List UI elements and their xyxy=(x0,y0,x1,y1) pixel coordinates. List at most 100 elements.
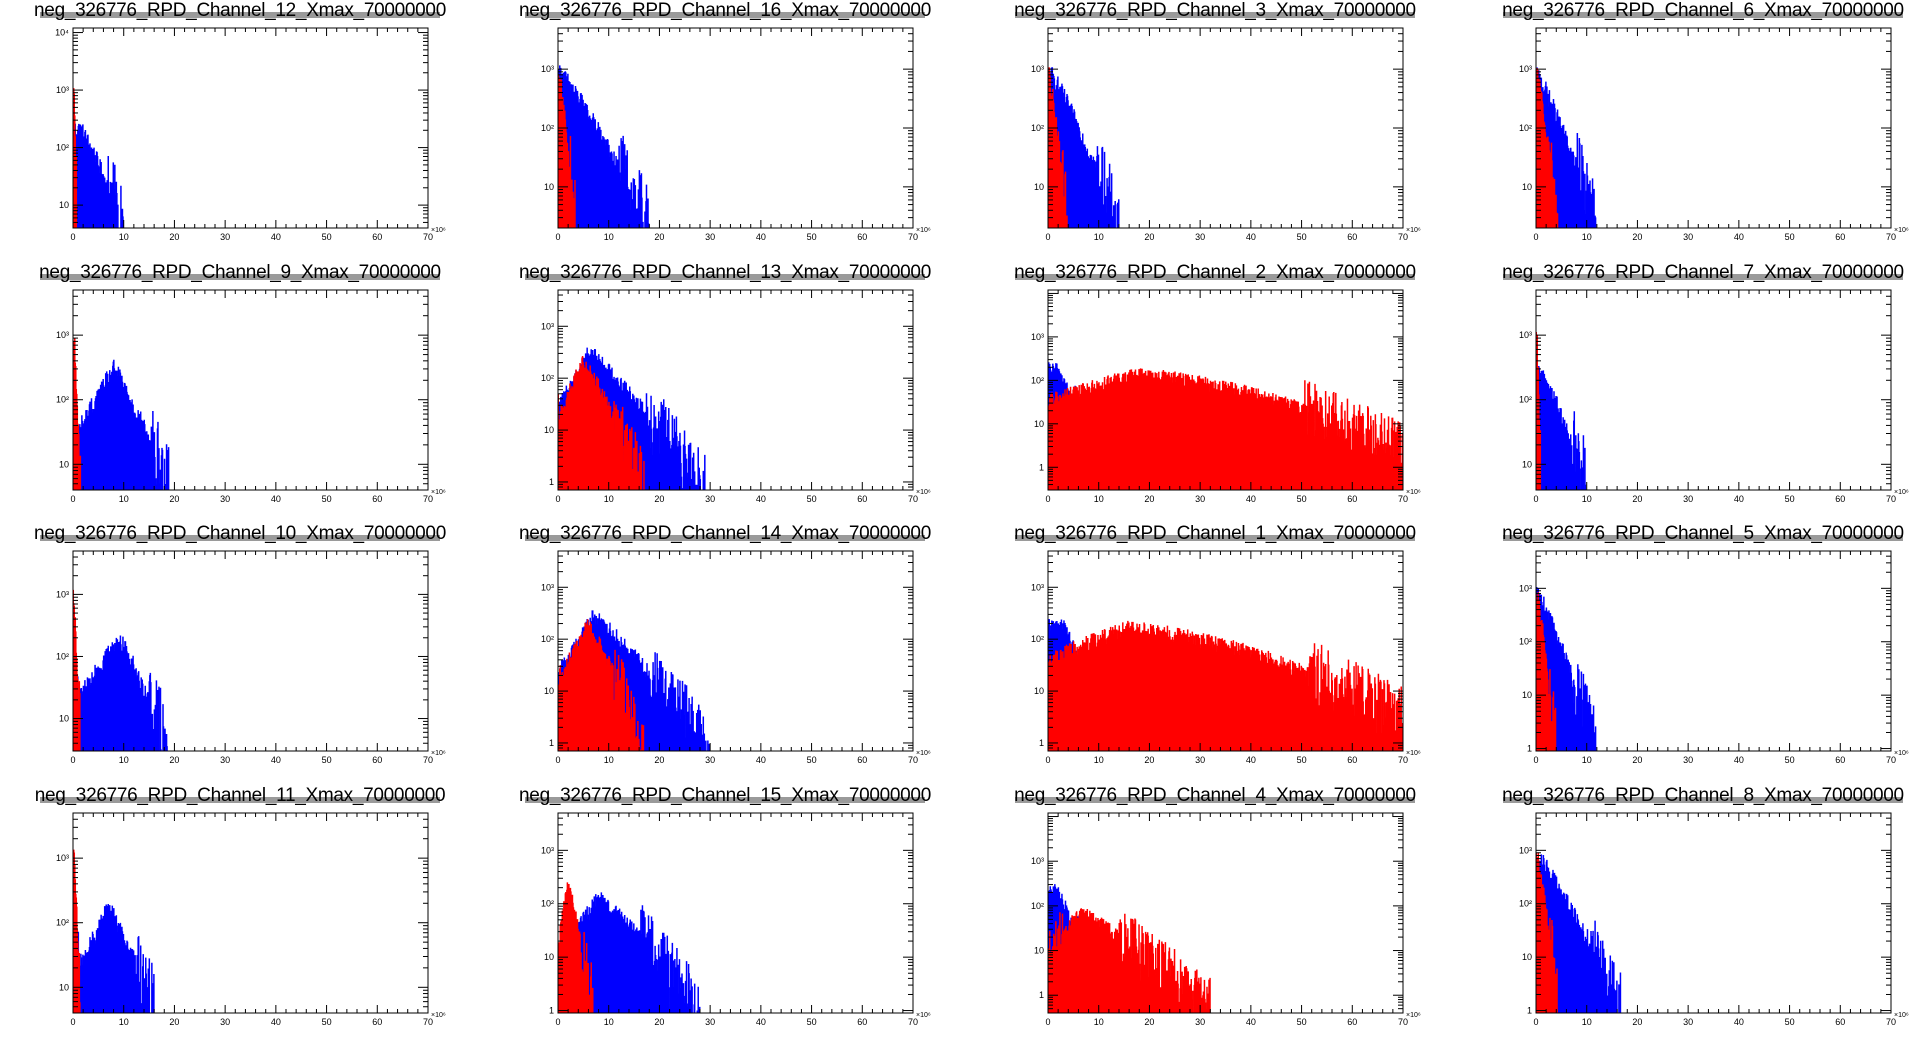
x-tick-label: 20 xyxy=(1632,494,1642,504)
x-tick-label: 20 xyxy=(654,494,664,504)
histogram-series-blue xyxy=(557,65,650,229)
histogram-panel: neg_326776_RPD_Channel_16_Xmax_70000000 0… xyxy=(485,0,965,258)
x-tick-label: 10 xyxy=(119,494,129,504)
histogram-panel: neg_326776_RPD_Channel_9_Xmax_70000000 0 1… xyxy=(0,262,480,520)
x-tick-label: 30 xyxy=(1683,755,1693,765)
x-tick-label: 70 xyxy=(908,1017,918,1027)
title-shadow xyxy=(40,12,440,18)
y-tick-label: 10 xyxy=(59,714,69,724)
title-shadow xyxy=(40,535,440,541)
y-tick-label: 10³ xyxy=(1519,330,1532,340)
x-tick-label: 0 xyxy=(1533,232,1538,242)
histogram-panel: neg_326776_RPD_Channel_8_Xmax_70000000 0 1… xyxy=(1463,785,1922,1043)
x-tick-label: 60 xyxy=(372,494,382,504)
title-shadow xyxy=(1015,12,1415,18)
x-tick-label: 50 xyxy=(322,1017,332,1027)
chart-title: neg_326776_RPD_Channel_15_Xmax_70000000 xyxy=(519,785,931,806)
x-tick-label: 50 xyxy=(1785,232,1795,242)
x-tick-label: 60 xyxy=(1835,755,1845,765)
x-tick-label: 70 xyxy=(423,494,433,504)
x-tick-label: 0 xyxy=(1533,755,1538,765)
x-tick-label: 60 xyxy=(1347,232,1357,242)
histogram-panel: neg_326776_RPD_Channel_10_Xmax_70000000 0… xyxy=(0,523,480,781)
x-tick-label: 30 xyxy=(220,755,230,765)
x-axis-multiplier: ×10⁶ xyxy=(431,227,446,234)
x-tick-label: 60 xyxy=(372,1017,382,1027)
x-tick-label: 10 xyxy=(119,1017,129,1027)
x-axis-multiplier: ×10⁶ xyxy=(431,750,446,757)
x-tick-label: 70 xyxy=(908,232,918,242)
x-tick-label: 0 xyxy=(555,232,560,242)
chart-title: neg_326776_RPD_Channel_13_Xmax_70000000 xyxy=(519,262,931,283)
x-tick-label: 60 xyxy=(372,755,382,765)
x-tick-label: 40 xyxy=(756,755,766,765)
x-tick-label: 10 xyxy=(1094,755,1104,765)
x-tick-label: 40 xyxy=(1734,232,1744,242)
x-tick-label: 10 xyxy=(119,755,129,765)
plot-frame xyxy=(1535,289,1892,491)
x-tick-label: 10 xyxy=(119,232,129,242)
x-tick-label: 60 xyxy=(1347,755,1357,765)
x-axis-multiplier: ×10⁶ xyxy=(1894,489,1909,496)
x-tick-label: 70 xyxy=(423,755,433,765)
chart-title: neg_326776_RPD_Channel_4_Xmax_70000000 xyxy=(1014,785,1416,806)
y-tick-label: 10² xyxy=(1031,123,1044,133)
plot-frame xyxy=(1535,550,1892,752)
x-tick-label: 60 xyxy=(372,232,382,242)
x-tick-label: 0 xyxy=(70,232,75,242)
x-tick-label: 40 xyxy=(1734,494,1744,504)
x-tick-label: 60 xyxy=(1347,1017,1357,1027)
x-tick-label: 30 xyxy=(220,494,230,504)
y-tick-label: 10³ xyxy=(1519,845,1532,855)
chart-title: neg_326776_RPD_Channel_14_Xmax_70000000 xyxy=(519,523,931,544)
x-tick-label: 50 xyxy=(807,1017,817,1027)
y-tick-label: 10³ xyxy=(56,853,69,863)
x-tick-label: 40 xyxy=(1246,755,1256,765)
x-tick-label: 50 xyxy=(322,232,332,242)
y-tick-label: 10 xyxy=(59,459,69,469)
x-tick-label: 20 xyxy=(169,1017,179,1027)
x-tick-label: 40 xyxy=(756,232,766,242)
x-tick-label: 30 xyxy=(1683,1017,1693,1027)
x-tick-label: 30 xyxy=(705,232,715,242)
x-axis-multiplier: ×10⁶ xyxy=(916,750,931,757)
x-tick-label: 40 xyxy=(271,1017,281,1027)
title-shadow xyxy=(1503,12,1903,18)
chart-title: neg_326776_RPD_Channel_8_Xmax_70000000 xyxy=(1502,785,1904,806)
x-tick-label: 0 xyxy=(1045,494,1050,504)
y-tick-label: 10³ xyxy=(1031,64,1044,74)
x-tick-label: 50 xyxy=(322,494,332,504)
x-tick-label: 40 xyxy=(756,1017,766,1027)
y-tick-label: 1 xyxy=(549,738,554,748)
y-tick-label: 1 xyxy=(549,477,554,487)
title-shadow xyxy=(1503,535,1903,541)
x-tick-label: 20 xyxy=(1144,755,1154,765)
y-tick-label: 10³ xyxy=(541,582,554,592)
chart-title: neg_326776_RPD_Channel_9_Xmax_70000000 xyxy=(39,262,441,283)
x-tick-label: 20 xyxy=(169,232,179,242)
histogram-panel: neg_326776_RPD_Channel_11_Xmax_70000000 0… xyxy=(0,785,480,1043)
histogram-plot: 0 10 20 30 40 50 60 70×10⁶ 1 10 10² 10³ xyxy=(1031,812,1421,1027)
x-tick-label: 70 xyxy=(1886,232,1896,242)
x-tick-label: 30 xyxy=(1195,755,1205,765)
histogram-series-red xyxy=(1047,368,1404,490)
x-tick-label: 40 xyxy=(1734,1017,1744,1027)
histogram-series-blue xyxy=(72,635,169,752)
histogram-plot: 0 10 20 30 40 50 60 70×10⁶ 10 10² 10³ xyxy=(1519,289,1909,504)
x-tick-label: 40 xyxy=(1246,494,1256,504)
y-tick-label: 1 xyxy=(1527,1006,1532,1016)
y-tick-label: 10 xyxy=(1522,182,1532,192)
y-tick-label: 10² xyxy=(541,123,554,133)
x-axis-multiplier: ×10⁶ xyxy=(431,1012,446,1019)
x-axis-multiplier: ×10⁶ xyxy=(1894,227,1909,234)
y-tick-label: 10² xyxy=(541,373,554,383)
histogram-panel: neg_326776_RPD_Channel_2_Xmax_70000000 0 1… xyxy=(975,262,1455,520)
x-tick-label: 70 xyxy=(423,1017,433,1027)
x-axis-multiplier: ×10⁶ xyxy=(916,1012,931,1019)
x-tick-label: 30 xyxy=(1683,232,1693,242)
x-tick-label: 50 xyxy=(807,232,817,242)
title-shadow xyxy=(1503,797,1903,803)
y-tick-label: 10² xyxy=(1519,123,1532,133)
y-tick-label: 10 xyxy=(1522,952,1532,962)
